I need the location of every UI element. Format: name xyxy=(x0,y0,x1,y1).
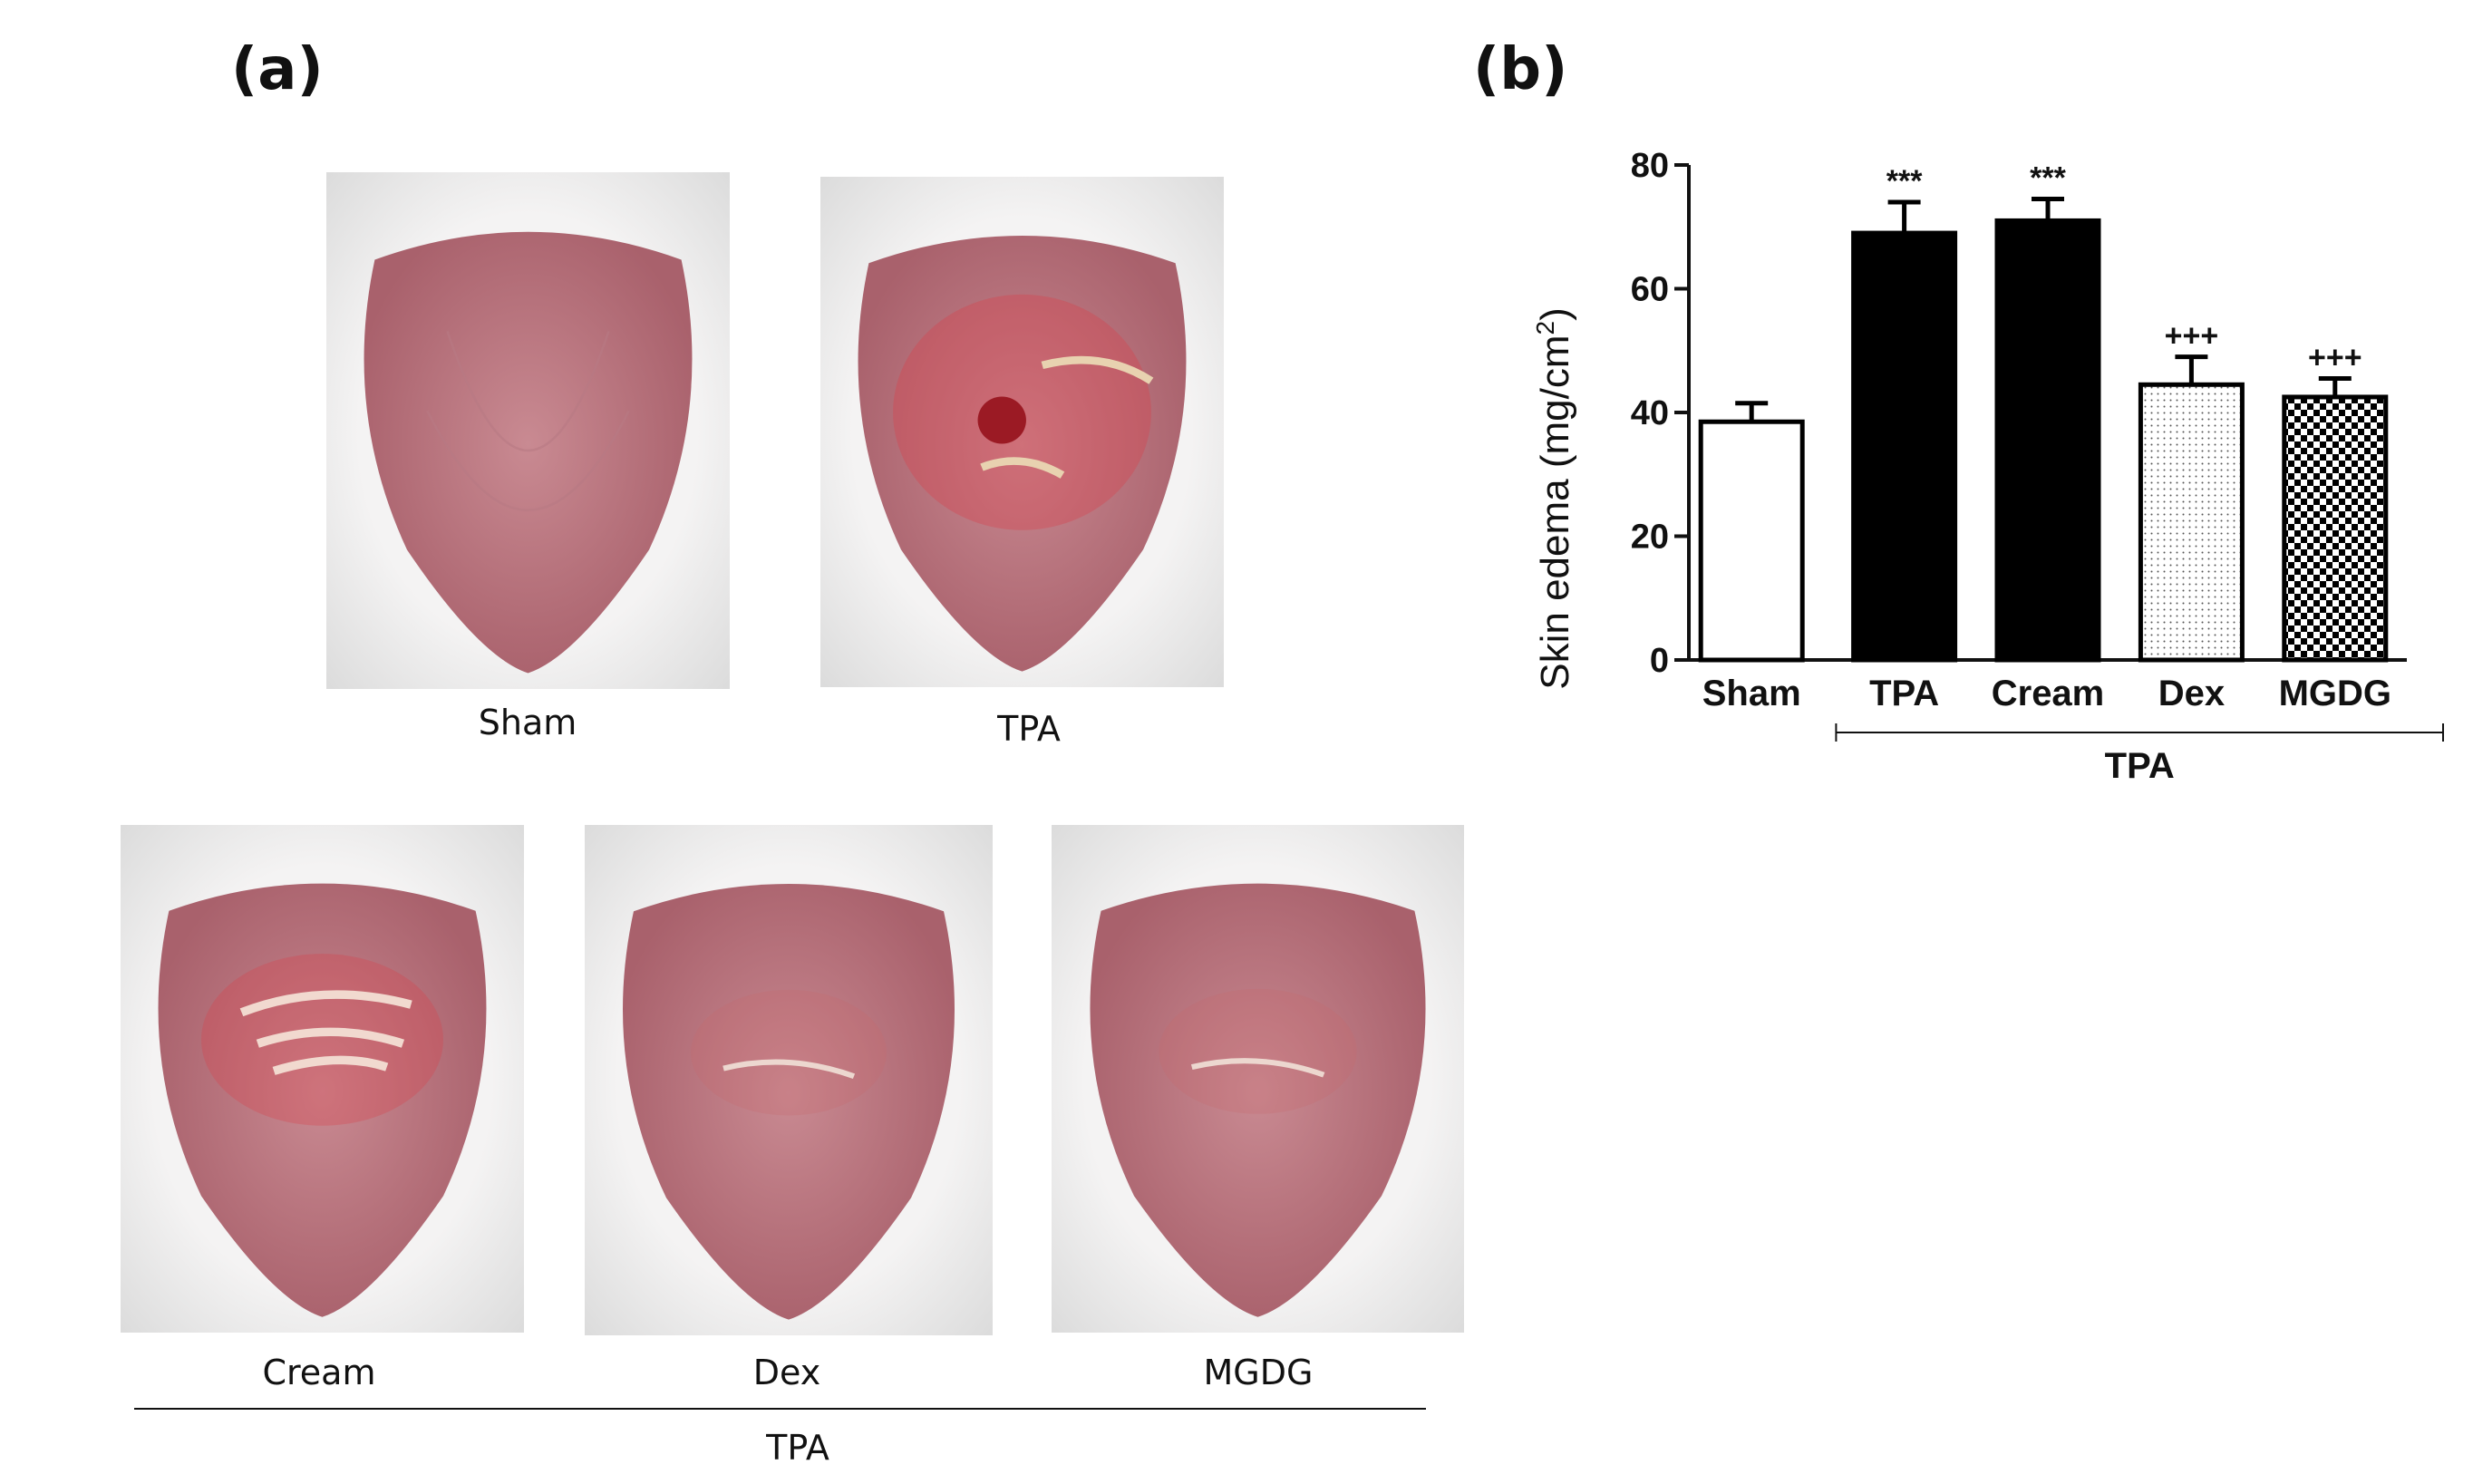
chart-svg: 0 20 40 60 80 Sham *** TPA *** Cream +++ Dex +++ MGD… xyxy=(1531,147,2444,786)
photo-group-label: TPA xyxy=(766,1428,829,1468)
annotation-cream: *** xyxy=(2030,161,2066,196)
annotation-dex: +++ xyxy=(2165,319,2219,354)
photo-tpa xyxy=(820,177,1224,687)
photo-cream-image xyxy=(121,825,524,1333)
photo-dex-image xyxy=(585,825,993,1335)
y-tick-label: 80 xyxy=(1631,147,1669,185)
x-tick-label-mgdg: MGDG xyxy=(2279,674,2391,713)
x-tick-label-dex: Dex xyxy=(2158,674,2225,713)
photo-sham-image xyxy=(326,172,730,689)
y-tick-label: 40 xyxy=(1631,394,1669,432)
photo-group-line xyxy=(134,1408,1426,1410)
y-axis-label: Skin edema (mg/cm2) xyxy=(1531,307,1577,689)
caption-tpa: TPA xyxy=(997,709,1061,749)
photo-cream xyxy=(121,825,524,1333)
x-tick-label-cream: Cream xyxy=(1992,674,2105,713)
caption-sham: Sham xyxy=(478,703,577,742)
x-tick-label-tpa: TPA xyxy=(1869,674,1939,713)
annotation-mgdg: +++ xyxy=(2308,340,2362,374)
photo-dex xyxy=(585,825,993,1335)
skin-edema-chart: 0 20 40 60 80 Sham *** TPA *** Cream +++ Dex +++ MGD… xyxy=(1450,118,2457,807)
bar-tpa xyxy=(1851,230,1958,663)
caption-cream: Cream xyxy=(262,1353,376,1392)
y-tick-label: 20 xyxy=(1631,519,1669,557)
panel-a-label: (a) xyxy=(231,36,324,103)
bar-cream xyxy=(1994,218,2101,663)
y-tick-label: 0 xyxy=(1650,642,1669,680)
bar-mgdg xyxy=(2282,394,2389,663)
photo-mgdg-image xyxy=(1052,825,1464,1333)
x-tick-label-sham: Sham xyxy=(1702,674,1801,713)
caption-dex: Dex xyxy=(752,1353,821,1392)
annotation-tpa: *** xyxy=(1886,164,1923,199)
caption-mgdg: MGDG xyxy=(1203,1353,1314,1392)
photo-sham xyxy=(326,172,730,689)
group-label-tpa: TPA xyxy=(2105,746,2175,786)
bar-sham xyxy=(1698,419,1805,663)
photo-mgdg xyxy=(1052,825,1464,1333)
photo-tpa-image xyxy=(820,177,1224,687)
panel-b-label: (b) xyxy=(1473,36,1568,103)
bar-dex xyxy=(2138,382,2245,663)
y-tick-label: 60 xyxy=(1631,271,1669,309)
